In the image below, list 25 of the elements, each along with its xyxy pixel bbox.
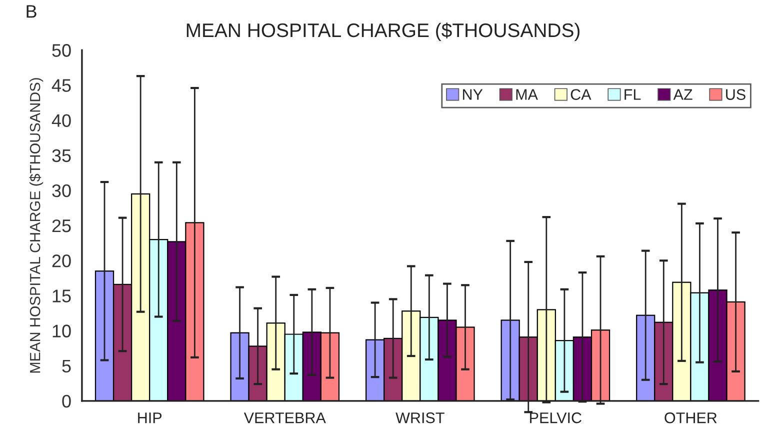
y-tick-label: 20 <box>52 254 71 268</box>
x-tick-label: WRIST <box>396 412 444 424</box>
chart-title: MEAN HOSPITAL CHARGE ($THOUSANDS) <box>186 22 580 42</box>
y-axis-title: MEAN HOSPITAL CHARGE ($THOUSANDS) <box>29 78 44 373</box>
y-tick-label: 50 <box>52 44 71 57</box>
y-tick-label: 30 <box>52 184 71 198</box>
y-tick-label: 5 <box>62 360 71 373</box>
y-tick-label: 0 <box>62 394 71 408</box>
text: B <box>26 5 36 18</box>
legend-label: AZ <box>673 89 692 100</box>
y-tick-label: 10 <box>52 324 71 338</box>
legend-label: NY <box>463 89 483 100</box>
x-tick-label: PELVIC <box>530 412 582 424</box>
y-tick-label: 15 <box>52 290 71 302</box>
y-tick-label: 45 <box>52 79 71 92</box>
y-tick-label: 25 <box>52 219 71 232</box>
x-tick-label: HIP <box>138 412 162 424</box>
y-tick-label: 40 <box>52 114 71 127</box>
legend-label: CA <box>570 89 592 100</box>
x-tick-label: VERTEBRA <box>244 412 326 424</box>
legend-label: MA <box>516 89 538 100</box>
legend-label: US <box>726 89 746 100</box>
legend-label: FL <box>624 89 641 100</box>
x-tick-label: OTHER <box>664 412 717 424</box>
y-tick-label: 35 <box>52 149 71 162</box>
